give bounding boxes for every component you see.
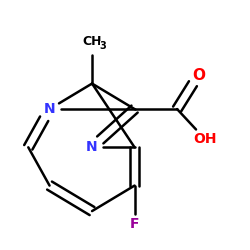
Text: N: N <box>44 102 55 116</box>
Text: OH: OH <box>193 132 216 146</box>
Text: 3: 3 <box>100 41 106 51</box>
Text: O: O <box>192 68 205 82</box>
Text: CH: CH <box>82 34 102 48</box>
Text: N: N <box>86 140 98 154</box>
Text: F: F <box>130 217 139 231</box>
